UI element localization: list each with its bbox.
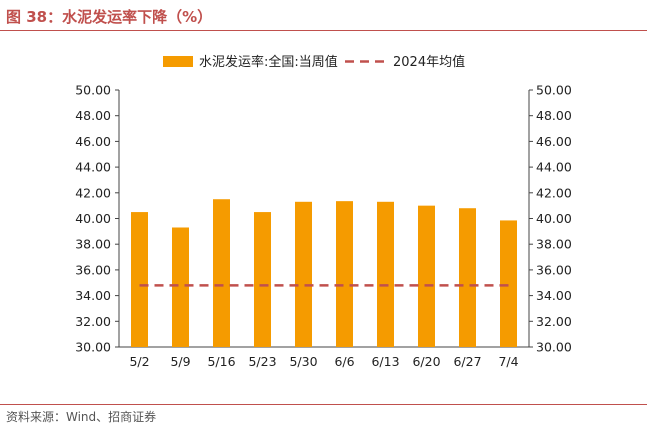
bar [172, 227, 189, 347]
legend: 水泥发运率:全国:当周值 2024年均值 [163, 54, 465, 70]
bar [500, 220, 517, 347]
x-tick-label: 5/9 [170, 354, 190, 369]
x-tick-label: 6/6 [334, 354, 354, 369]
source-rule [0, 404, 647, 405]
y-tick-label: 50.00 [75, 83, 111, 98]
y2-tick-label: 38.00 [536, 237, 572, 252]
y-tick-label: 32.00 [75, 314, 111, 329]
x-tick-label: 5/2 [129, 354, 149, 369]
y2-tick-label: 34.00 [536, 288, 572, 303]
y-tick-label: 36.00 [75, 262, 111, 277]
bar [418, 205, 435, 347]
bar [459, 208, 476, 347]
figure-title: 图 38：水泥发运率下降（%） [6, 8, 213, 26]
y-tick-label: 44.00 [75, 160, 111, 175]
bar [295, 201, 312, 347]
y2-tick-label: 36.00 [536, 262, 572, 277]
x-axis-labels: 5/2 5/9 5/16 5/23 5/30 6/6 6/13 6/20 6/27 7/4 [129, 354, 518, 369]
bar [131, 212, 148, 347]
x-tick-label: 5/23 [248, 354, 276, 369]
y2-tick-label: 46.00 [536, 134, 572, 149]
x-tick-label: 7/4 [498, 354, 518, 369]
y2-tick-label: 50.00 [536, 83, 572, 98]
x-tick-label: 6/20 [412, 354, 440, 369]
y-axis-left-ticks: 30.00 32.00 34.00 36.00 38.00 40.00 42.00 44.00… [75, 83, 111, 355]
bar [377, 201, 394, 347]
bar [254, 212, 271, 347]
bar [213, 199, 230, 347]
y2-tick-label: 32.00 [536, 314, 572, 329]
x-tick-label: 5/30 [289, 354, 317, 369]
source-note: 资料来源：Wind、招商证券 [6, 410, 157, 424]
y2-tick-label: 48.00 [536, 108, 572, 123]
legend-bar-label: 水泥发运率:全国:当周值 [199, 54, 338, 70]
y-tick-label: 46.00 [75, 134, 111, 149]
y-tick-label: 30.00 [75, 340, 111, 355]
y2-tick-label: 30.00 [536, 340, 572, 355]
y2-tick-label: 44.00 [536, 160, 572, 175]
x-tick-label: 6/27 [453, 354, 481, 369]
bars [131, 199, 517, 347]
y-tick-label: 40.00 [75, 211, 111, 226]
legend-avg-label: 2024年均值 [393, 54, 465, 70]
legend-bar-swatch [163, 56, 193, 67]
title-rule [0, 30, 647, 31]
x-tick-label: 5/16 [207, 354, 235, 369]
y-tick-label: 48.00 [75, 108, 111, 123]
bar [336, 201, 353, 347]
y-tick-label: 42.00 [75, 185, 111, 200]
y2-tick-label: 42.00 [536, 185, 572, 200]
y2-tick-label: 40.00 [536, 211, 572, 226]
y-axis-right-ticks: 30.00 32.00 34.00 36.00 38.00 40.00 42.00 44.00… [536, 83, 572, 355]
y-tick-label: 38.00 [75, 237, 111, 252]
y-tick-label: 34.00 [75, 288, 111, 303]
x-tick-label: 6/13 [371, 354, 399, 369]
